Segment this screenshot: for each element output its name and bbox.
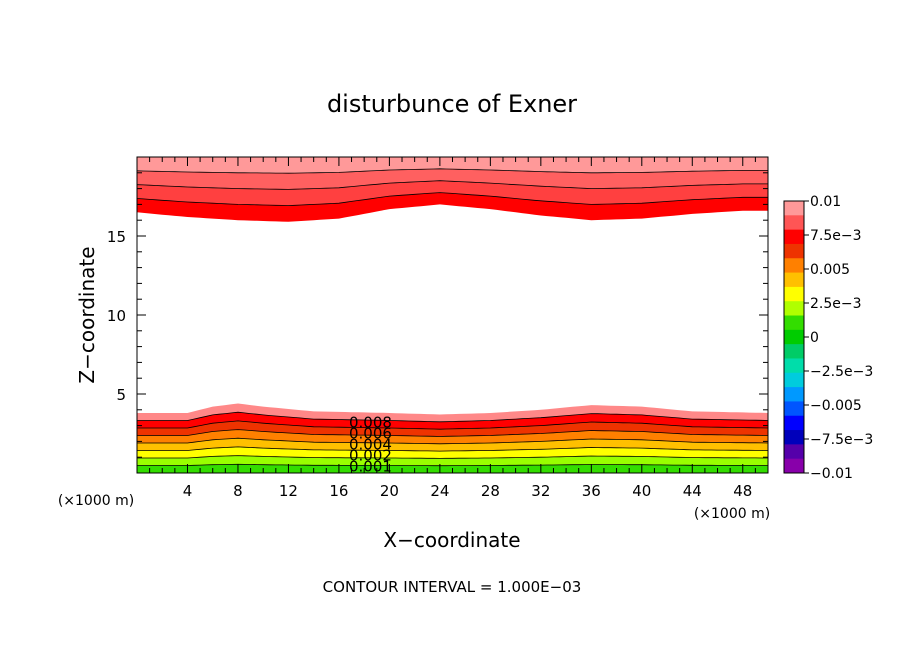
- colorbar-swatch: [784, 258, 804, 274]
- colorbar-swatch: [784, 272, 804, 288]
- lower-contour-line-1: [137, 411, 769, 423]
- lower-band-layer-2: [137, 420, 768, 437]
- upper-contour-line-1: [136, 168, 768, 174]
- lower-contour-line-7: [137, 463, 768, 467]
- y-tick-label: 15: [107, 228, 126, 246]
- y-axis-label: Z−coordinate: [75, 246, 99, 383]
- colorbar-tick-label: 0.005: [810, 262, 850, 278]
- colorbar-swatch: [784, 201, 804, 216]
- lower-contour-line-2: [137, 420, 769, 430]
- colorbar-swatch: [784, 415, 804, 431]
- colorbar-swatch: [784, 329, 804, 345]
- x-tick-label: 40: [632, 482, 651, 500]
- x-tick-label: 20: [380, 482, 399, 500]
- lower-contour-line-5: [137, 446, 769, 452]
- colorbar-swatch: [784, 229, 804, 245]
- x-tick-label: 28: [481, 482, 500, 500]
- contour-label: 0.002: [349, 447, 392, 465]
- x-tick-label: 24: [430, 482, 449, 500]
- colorbar-swatch: [784, 458, 804, 474]
- colorbar-tick-label: −2.5e−3: [810, 364, 873, 380]
- colorbar-swatch: [784, 315, 804, 331]
- x-axis: 4 8 12 16 20 24 28 32 36 40 44 48: [149, 157, 756, 500]
- x-tick-label: 8: [233, 482, 243, 500]
- lower-band-layer-1: [137, 412, 768, 430]
- upper-band-layer-3: [137, 192, 768, 222]
- x-tick-label: 48: [733, 482, 752, 500]
- x-tick-label: 12: [279, 482, 298, 500]
- colorbar-swatch: [784, 215, 804, 231]
- contour-interval-note: CONTOUR INTERVAL = 1.000E−03: [323, 578, 582, 596]
- upper-band-layer-1: [137, 168, 768, 190]
- colorbar-tick-label: −7.5e−3: [810, 432, 873, 448]
- x-tick-label: 16: [329, 482, 348, 500]
- colorbar-swatch: [784, 401, 804, 417]
- x-unit-label-left: (×1000 m): [58, 493, 134, 509]
- x-axis-label: X−coordinate: [383, 528, 520, 552]
- colorbar-tick-label: 0: [810, 330, 819, 346]
- contour-label: 0.004: [349, 436, 392, 454]
- colorbar-swatch: [784, 430, 804, 445]
- contour-label: 0.008: [349, 413, 392, 431]
- x-tick-label: 44: [683, 482, 702, 500]
- lower-contour-line-3: [137, 429, 769, 437]
- x-tick-label: 36: [582, 482, 601, 500]
- colorbar-tick-label: −0.005: [810, 398, 862, 414]
- y-axis: 5 10 15: [107, 172, 768, 458]
- upper-contour-line-3: [136, 192, 768, 207]
- upper-band-layer-0: [137, 157, 768, 174]
- lower-band-layer-5: [137, 446, 768, 459]
- upper-contour-line-2: [136, 180, 768, 190]
- x-tick-label: 32: [531, 482, 550, 500]
- colorbar-swatch: [784, 243, 804, 259]
- lower-band-layer-6: [137, 455, 768, 466]
- colorbar-tick-label: 0.01: [810, 194, 841, 210]
- y-tick-label: 5: [116, 386, 126, 404]
- contour-label: 0.001: [349, 458, 392, 476]
- colorbar-swatch: [784, 344, 804, 359]
- lower-contour-line-6: [137, 455, 768, 459]
- colorbar-tick-label: 7.5e−3: [810, 228, 862, 244]
- colorbar-swatch: [784, 387, 804, 402]
- lower-contour-line-4: [137, 437, 769, 445]
- lower-band-layer-3: [137, 429, 768, 444]
- colorbar-swatch: [784, 301, 804, 317]
- chart-title: disturbunce of Exner: [327, 90, 577, 118]
- colorbar-swatch: [784, 444, 804, 460]
- y-tick-label: 10: [107, 307, 126, 325]
- x-tick-label: 4: [183, 482, 193, 500]
- colorbar-swatch: [784, 286, 804, 302]
- colorbar-swatch: [784, 358, 804, 374]
- colorbar: 0.01 7.5e−3 0.005 2.5e−3 0 −2.5e−3 −0.005 −7.5e…: [783, 194, 873, 482]
- x-unit-label-right: (×1000 m): [694, 506, 770, 522]
- colorbar-swatch: [784, 372, 804, 388]
- contour-label: 0.006: [349, 425, 392, 443]
- colorbar-tick-label: 2.5e−3: [810, 296, 862, 312]
- colorbar-tick-label: −0.01: [810, 466, 853, 482]
